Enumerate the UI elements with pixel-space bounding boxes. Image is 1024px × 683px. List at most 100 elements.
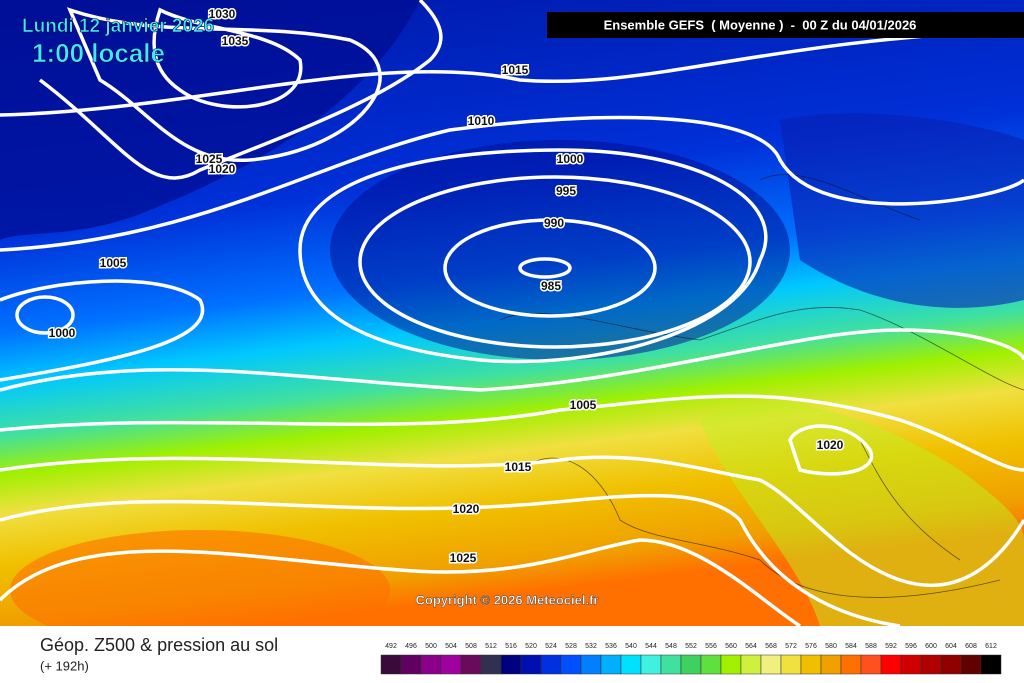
legend-label: 512	[485, 643, 497, 650]
date: Lundi 12 janvier 2026	[22, 16, 214, 37]
legend-label: 612	[985, 643, 997, 650]
legend-swatch	[620, 654, 642, 675]
legend-label: 528	[565, 643, 577, 650]
isobar	[0, 394, 1024, 472]
legend-label: 552	[685, 643, 697, 650]
run-banner	[547, 12, 1024, 38]
copyright: Copyright © 2026 Meteociel.fr	[416, 592, 599, 607]
legend-label: 580	[825, 643, 837, 650]
legend-swatch	[760, 654, 782, 675]
legend-label: 516	[505, 643, 517, 650]
isobar-label: 1020	[453, 502, 480, 516]
isobar-label: 1000	[49, 326, 76, 340]
legend-label: 604	[945, 643, 957, 650]
legend-swatch	[500, 654, 522, 675]
isobar	[298, 148, 768, 364]
legend-swatch	[480, 654, 502, 675]
legend-swatch	[740, 654, 762, 675]
isobar	[0, 328, 1024, 392]
legend: 492 496 500 504 508 512 516 520 524 528 532 536 540 5…	[380, 643, 1002, 675]
legend-swatch	[380, 654, 402, 675]
legend-swatch	[420, 654, 442, 675]
isobar	[15, 295, 75, 335]
isobar-label: 1025	[196, 152, 223, 166]
legend-label: 540	[625, 643, 637, 650]
cold-field	[330, 140, 790, 360]
isobar	[443, 218, 657, 318]
cold-field	[780, 113, 1024, 308]
legend-swatch	[920, 654, 942, 675]
isobar-label: 1030	[209, 7, 236, 21]
legend-label: 532	[585, 643, 597, 650]
time: 1:00 locale	[32, 38, 165, 68]
map: 1030 1035 1015 1010 1000 995 990 985 1025 1020 100…	[0, 0, 1024, 650]
isobar-labels: 1030 1035 1015 1010 1000 995 990 985 1025 1020 100…	[47, 6, 845, 567]
isobar-label: 995	[556, 184, 576, 198]
legend-swatch	[900, 654, 922, 675]
legend-swatch	[980, 654, 1002, 675]
legend-label: 560	[725, 643, 737, 650]
isobar-label: 1015	[505, 460, 532, 474]
isobar-label: 990	[544, 216, 564, 230]
legend-swatch	[780, 654, 802, 675]
isobar	[0, 455, 1024, 587]
legend-label: 536	[605, 643, 617, 650]
legend-swatch	[660, 654, 682, 675]
isobar	[0, 538, 801, 628]
warm-field	[700, 403, 1024, 626]
legend-swatch	[680, 654, 702, 675]
legend-label: 504	[445, 643, 457, 650]
isobar	[0, 493, 901, 628]
isobar-label: 1005	[570, 398, 597, 412]
legend-label: 568	[765, 643, 777, 650]
isobar-label: 985	[541, 279, 561, 293]
legend-label: 608	[965, 643, 977, 650]
legend-swatch	[860, 654, 882, 675]
legend-swatch	[720, 654, 742, 675]
legend-label: 588	[865, 643, 877, 650]
isobar	[152, 7, 303, 109]
legend-label: 544	[645, 643, 657, 650]
legend-swatch	[440, 654, 462, 675]
isobar	[38, 0, 443, 180]
isobar	[788, 424, 874, 476]
footer-lead: (+ 192h)	[40, 658, 89, 673]
legend-label: 596	[905, 643, 917, 650]
legend-label: 584	[845, 643, 857, 650]
run-info: Ensemble GEFS ( Moyenne ) - 00 Z du 04/0…	[604, 17, 917, 32]
legend-swatch	[840, 654, 862, 675]
isobar-label: 1000	[557, 152, 584, 166]
legend-swatch	[560, 654, 582, 675]
legend-label: 524	[545, 643, 557, 650]
legend-label: 592	[885, 643, 897, 650]
footer-title: Géop. Z500 & pression au sol	[40, 635, 278, 655]
legend-swatch	[880, 654, 902, 675]
legend-swatch	[940, 654, 962, 675]
isobar-label: 1005	[100, 256, 127, 270]
isobar-label: 1035	[222, 34, 249, 48]
legend-label: 564	[745, 643, 757, 650]
legend-swatch	[460, 654, 482, 675]
legend-swatch	[800, 654, 822, 675]
legend-label: 600	[925, 643, 937, 650]
legend-label: 508	[465, 643, 477, 650]
isobar-label: 1010	[468, 114, 495, 128]
legend-swatch	[960, 654, 982, 675]
legend-label: 520	[525, 643, 537, 650]
legend-label: 556	[705, 643, 717, 650]
coastlines	[499, 174, 1024, 598]
isobar	[358, 175, 752, 349]
cold-field	[0, 0, 420, 240]
legend-swatch	[700, 654, 722, 675]
isobar	[0, 279, 205, 382]
legend-swatch	[820, 654, 842, 675]
isobar-label: 1020	[817, 438, 844, 452]
legend-swatch	[640, 654, 662, 675]
isobar	[0, 28, 1024, 117]
legend-label: 572	[785, 643, 797, 650]
isobar	[0, 115, 1024, 252]
legend-label: 576	[805, 643, 817, 650]
isobar	[518, 257, 572, 279]
isobar-label: 1015	[502, 63, 529, 77]
